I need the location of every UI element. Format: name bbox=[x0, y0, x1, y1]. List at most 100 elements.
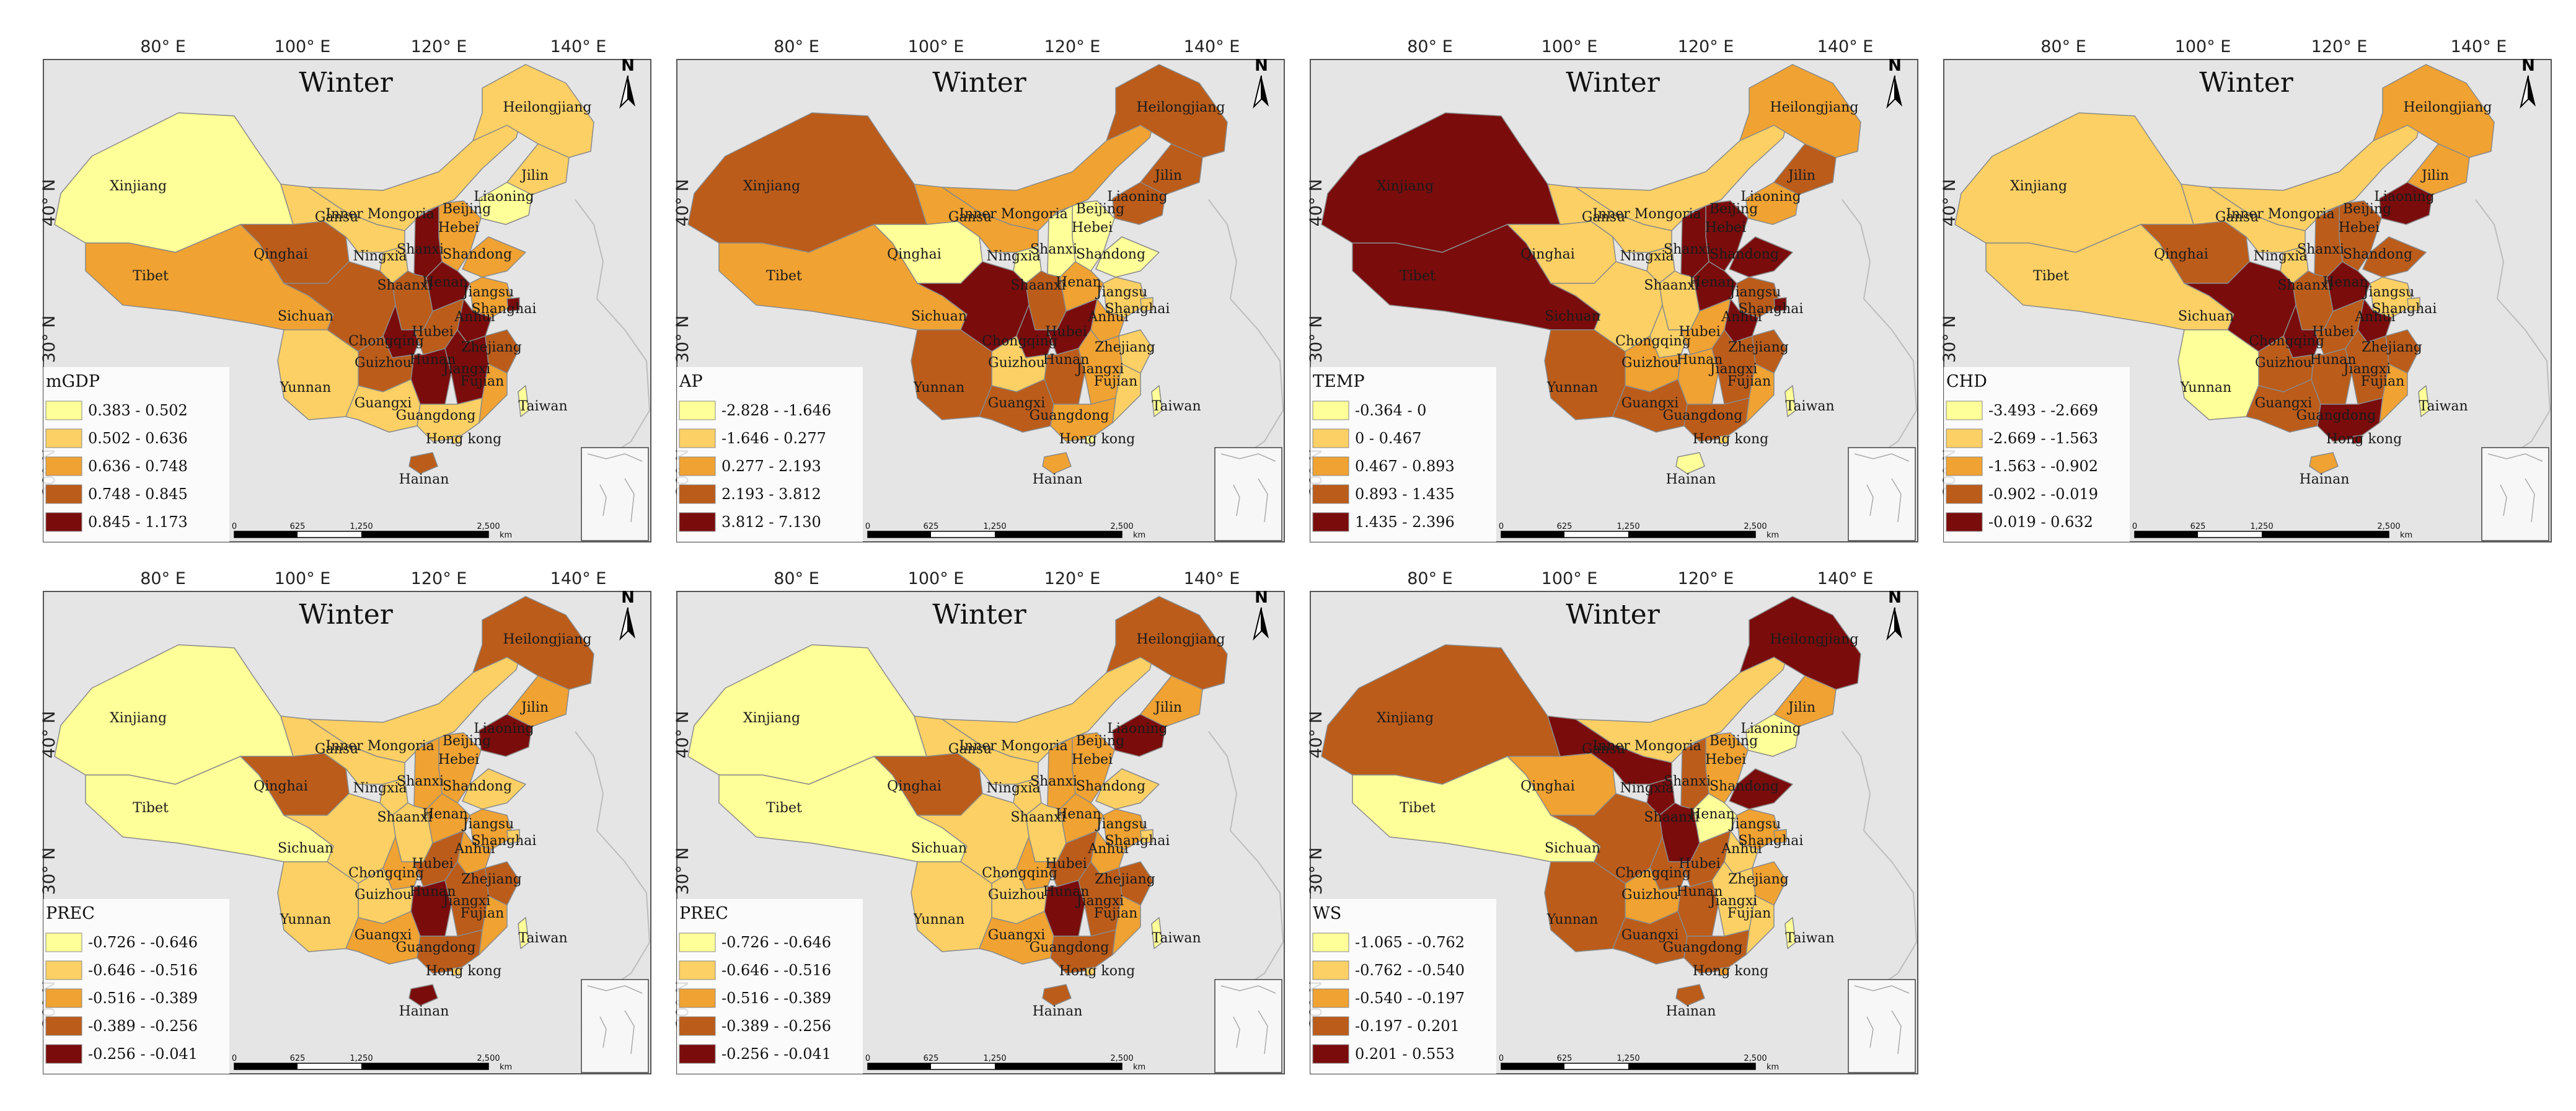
latitude-label: 30° N bbox=[40, 848, 59, 895]
province-label: Yunnan bbox=[280, 912, 331, 927]
legend-item: -1.563 - -0.902 bbox=[1988, 458, 2098, 475]
province-label: Yunnan bbox=[913, 380, 964, 396]
province-taiwan bbox=[1784, 385, 1796, 417]
province-label: Xinjiang bbox=[1377, 179, 1434, 194]
legend-item: -0.540 - -0.197 bbox=[1355, 989, 1465, 1007]
province-label: Hubei bbox=[412, 856, 454, 872]
province-label: Guangxi bbox=[988, 927, 1046, 943]
province-label: Jilin bbox=[1153, 168, 1182, 184]
province-label: Hubei bbox=[2312, 324, 2354, 340]
province-label: Ningxia bbox=[2253, 249, 2307, 264]
province-label: Beijing bbox=[443, 733, 491, 749]
province-label: Chongqing bbox=[1615, 865, 1691, 881]
province-shandong bbox=[1095, 236, 1160, 278]
province-heilongjiang bbox=[1739, 64, 1861, 158]
province-hainan bbox=[408, 984, 438, 1006]
province-label: Liaoning bbox=[474, 189, 534, 205]
legend-swatch bbox=[679, 1044, 716, 1064]
province-fujian bbox=[479, 363, 508, 423]
province-label: Fujian bbox=[1094, 906, 1138, 921]
scale-bar-segment bbox=[2262, 531, 2389, 538]
scale-bar-segment bbox=[1628, 531, 1755, 538]
legend-swatch bbox=[1312, 960, 1349, 980]
province-fujian bbox=[479, 895, 508, 955]
legend-title: WS bbox=[1313, 904, 1341, 923]
province-taiwan bbox=[518, 917, 529, 949]
province-shanghai bbox=[1140, 829, 1153, 844]
legend-item: -0.762 - -0.540 bbox=[1355, 962, 1465, 979]
province-label: Xinjiang bbox=[743, 179, 800, 194]
province-fujian bbox=[2379, 363, 2408, 423]
province-hainan bbox=[1042, 984, 1072, 1006]
province-label: Shanxi bbox=[1664, 774, 1711, 789]
province-hong-kong bbox=[452, 435, 462, 445]
longitude-label: 120° E bbox=[411, 569, 467, 588]
province-label: Tibet bbox=[2033, 268, 2069, 284]
province-label: Guangxi bbox=[988, 396, 1046, 411]
province-label: Zhejiang bbox=[461, 340, 522, 355]
longitude-label: 100° E bbox=[275, 569, 331, 588]
province-label: Hebei bbox=[1705, 220, 1746, 236]
province-label: Qinghai bbox=[1520, 247, 1575, 262]
province-hong-kong bbox=[1719, 967, 1729, 976]
province-label: Liaoning bbox=[2374, 189, 2434, 205]
province-label: Jiangxi bbox=[442, 893, 491, 909]
south-china-sea-inset bbox=[1214, 447, 1282, 541]
province-shanghai bbox=[1140, 297, 1153, 312]
south-china-sea-inset bbox=[1848, 447, 1916, 541]
longitude-label: 80° E bbox=[774, 569, 819, 588]
province-hainan bbox=[1675, 452, 1705, 474]
province-label: Shandong bbox=[1709, 247, 1779, 262]
province-taiwan bbox=[518, 385, 529, 417]
legend-item: -0.516 - -0.389 bbox=[721, 989, 831, 1007]
scale-bar-segment bbox=[995, 1063, 1122, 1069]
province-label: Fujian bbox=[2361, 374, 2405, 389]
inset-frame bbox=[2481, 447, 2549, 541]
province-label: Chongqing bbox=[348, 334, 424, 349]
province-label: Guangxi bbox=[1621, 396, 1679, 411]
legend-item: 1.435 - 2.396 bbox=[1355, 513, 1455, 531]
province-label: Xinjiang bbox=[1377, 710, 1434, 726]
scale-label: 0 bbox=[1499, 522, 1504, 531]
province-label: Gansu bbox=[2215, 210, 2259, 225]
province-hong-kong bbox=[1085, 967, 1095, 976]
province-label: Hong kong bbox=[426, 432, 502, 447]
province-label: Ningxia bbox=[986, 249, 1040, 264]
south-china-sea-inset bbox=[581, 979, 649, 1073]
longitude-label: 140° E bbox=[1184, 569, 1240, 588]
scale-bar-segment bbox=[1501, 1063, 1564, 1069]
north-arrow-icon: N bbox=[1253, 56, 1269, 109]
province-heilongjiang bbox=[472, 64, 594, 158]
province-label: Chongqing bbox=[982, 865, 1057, 881]
legend-swatch bbox=[45, 960, 82, 980]
legend-title: PREC bbox=[679, 904, 728, 923]
scale-label: 2,500 bbox=[477, 522, 500, 531]
longitude-label: 80° E bbox=[774, 37, 819, 56]
province-layer bbox=[1954, 64, 2495, 474]
map-title: Winter bbox=[299, 599, 394, 631]
legend-title: TEMP bbox=[1313, 372, 1365, 391]
province-label: Liaoning bbox=[1740, 721, 1801, 737]
legend-item: 2.193 - 3.812 bbox=[721, 485, 821, 503]
province-label: Shaanxi bbox=[1010, 810, 1065, 825]
north-label: N bbox=[1888, 56, 1902, 75]
province-label: Shaanxi bbox=[1644, 810, 1699, 825]
province-label: Guizhou bbox=[1621, 355, 1678, 371]
map-title: Winter bbox=[1566, 67, 1661, 99]
province-label: Qinghai bbox=[887, 779, 942, 794]
province-label: Henan bbox=[1056, 807, 1101, 822]
province-inner-mongoria bbox=[308, 112, 523, 231]
province-label: Tibet bbox=[766, 268, 802, 284]
scale-label: 2,500 bbox=[2377, 522, 2400, 531]
province-label: Yunnan bbox=[913, 912, 964, 927]
legend-item: -2.669 - -1.563 bbox=[1988, 430, 2098, 447]
province-label: Inner Mongoria bbox=[959, 738, 1068, 754]
north-arrow-left bbox=[1886, 75, 1895, 109]
province-label: Hong kong bbox=[1693, 432, 1769, 447]
province-label: Taiwan bbox=[1152, 399, 1201, 414]
